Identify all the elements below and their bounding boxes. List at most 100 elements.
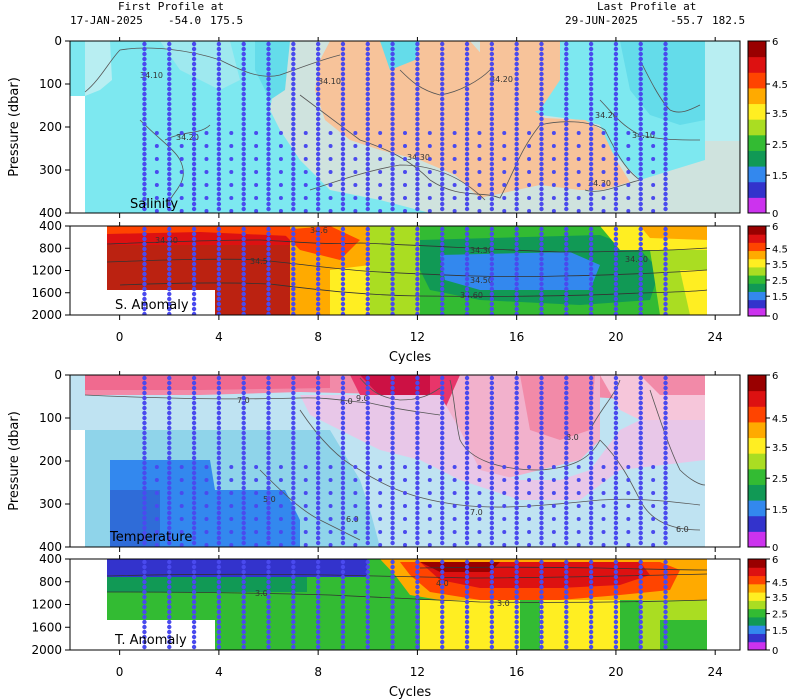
xtick-label-sa-1: 4 <box>215 330 223 344</box>
last-profile-label: Last Profile at <box>597 0 696 13</box>
profile-tem-cycle-18 <box>564 375 569 546</box>
ytick-label-tem-3: 300 <box>39 497 62 511</box>
profile-sa-cycle-15 <box>489 226 495 315</box>
sa-contour-label-5: 34.50 <box>470 276 493 285</box>
colorbar-ta-seg-8 <box>748 575 766 585</box>
colorbar-label-sa-2: 3.5 <box>772 260 788 271</box>
colorbar-sa-seg-3 <box>748 283 766 292</box>
salinity-panel: 34.10 34.20 34.20 34.30 34.30 34.10 34.1… <box>69 40 741 214</box>
profile-ta-cycle-20 <box>613 559 619 650</box>
colorbar-ta-seg-5 <box>748 600 766 610</box>
tem-contour-label-5: 6.0 <box>346 515 359 524</box>
ytick-label-sal-1: 100 <box>39 77 62 91</box>
profile-sa-cycle-6 <box>266 226 271 315</box>
profile-tem-cycle-8 <box>315 375 321 546</box>
colorbar-sa-seg-5 <box>748 266 766 276</box>
salinity-anomaly-profiles <box>142 226 668 315</box>
profile-sal-cycle-5 <box>241 41 246 212</box>
profile-sa-cycle-20 <box>613 226 619 315</box>
colorbar-sal-seg-3 <box>748 150 766 167</box>
first-profile-lat: -54.0 <box>168 14 201 27</box>
profile-sa-cycle-10 <box>365 226 370 315</box>
colorbar-sa-seg-0 <box>748 307 766 317</box>
colorbar-tem-seg-5 <box>748 453 766 470</box>
colorbar-tem-seg-7 <box>748 421 766 439</box>
colorbar-sa-seg-6 <box>748 258 766 268</box>
last-profile-lon: 182.5 <box>712 14 745 27</box>
xtick-label-sa-4: 16 <box>509 330 524 344</box>
profile-tem-cycle-12 <box>415 375 420 546</box>
colorbar-sal-seg-7 <box>748 87 766 105</box>
ytick-label-ta-4: 2000 <box>31 643 62 657</box>
xtick-label-ta-0: 0 <box>116 665 124 679</box>
xtick-label-ta-4: 16 <box>509 665 524 679</box>
colorbar-label-sal-4: 1.5 <box>772 171 788 182</box>
profile-tem-cycle-22 <box>663 375 668 546</box>
colorbar-sa-seg-9 <box>748 234 766 243</box>
colorbar-sa-seg-1 <box>748 299 766 309</box>
temperature-panel: 7.0 8.0 9.0 8.0 7.0 6.0 6.0 5.0 Temperat… <box>69 374 741 548</box>
sal-contour-label-5: 34.10 <box>318 77 341 86</box>
sal-contour-label-7: 34.20 <box>595 111 618 120</box>
colorbar-ta-seg-7 <box>748 583 766 593</box>
colorbar-ta-seg-9 <box>748 567 766 577</box>
profile-sa-cycle-12 <box>415 226 420 315</box>
sal-contour-label-0: 34.10 <box>140 71 163 80</box>
colorbar-label-ta-1: 4.5 <box>772 578 788 589</box>
temperature-profiles <box>142 375 668 547</box>
colorbar-sal-seg-9 <box>748 56 766 73</box>
sa-contour-label-3: 34.30 <box>470 246 493 255</box>
profile-sal-cycle-6 <box>266 41 271 212</box>
profile-sal-cycle-16 <box>514 41 519 212</box>
colorbar-label-sal-1: 4.5 <box>772 80 788 91</box>
temperature-ylabel: Pressure (dbar) <box>7 411 22 511</box>
profile-ta-cycle-22 <box>663 559 668 650</box>
colorbar-tem-seg-10 <box>748 375 766 392</box>
ytick-label-sa-1: 800 <box>39 241 62 255</box>
ytick-label-tem-4: 400 <box>39 540 62 554</box>
profile-ta-cycle-9 <box>340 559 346 650</box>
xtick-label-sa-0: 0 <box>116 330 124 344</box>
salinity-anomaly-panel: 34.50 34.6 34.5 34.30 34.40 34.50 34.60 … <box>69 225 741 316</box>
profile-sal-cycle-15 <box>489 41 495 212</box>
colorbar-sal-seg-5 <box>748 119 766 136</box>
xtick-label-ta-5: 20 <box>608 665 623 679</box>
profile-tem-cycle-2 <box>167 375 172 546</box>
first-profile-lon: 175.5 <box>210 14 243 27</box>
salinity-anomaly-label: S. Anomaly <box>115 298 189 313</box>
profile-sal-cycle-4 <box>216 41 222 212</box>
colorbar-tem-seg-4 <box>748 468 766 485</box>
profile-sa-cycle-5 <box>241 226 246 315</box>
colorbar-tem-seg-0 <box>748 531 766 548</box>
profile-sal-cycle-2 <box>167 41 172 212</box>
temperature-anomaly-field: 4.0 3.0 3.0 <box>70 559 740 650</box>
colorbar-ta-seg-3 <box>748 616 766 626</box>
profile-sal-cycle-14 <box>464 41 470 212</box>
xtick-label-sa-2: 8 <box>314 330 322 344</box>
colorbar-label-sa-4: 1.5 <box>772 292 788 303</box>
profile-sa-cycle-16 <box>514 226 519 315</box>
profile-sa-cycle-18 <box>564 226 569 315</box>
ytick-label-sal-4: 400 <box>39 206 62 220</box>
sal-contour-label-4: 34.30 <box>588 179 611 188</box>
sparse-dots-sal <box>154 131 656 213</box>
profile-tem-cycle-20 <box>613 375 619 546</box>
profile-ta-cycle-12 <box>415 559 420 650</box>
tem-contour-label-6: 6.0 <box>676 525 689 534</box>
colorbar-sal-seg-0 <box>748 197 766 214</box>
profile-tem-cycle-6 <box>266 375 271 546</box>
sparse-dots-tem <box>154 465 656 547</box>
colorbar-tem-seg-3 <box>748 484 766 501</box>
sa-contour-label-6: 34.60 <box>460 291 483 300</box>
profile-tem-cycle-1 <box>142 375 147 546</box>
colorbars: 64.53.52.51.5064.53.52.51.5064.53.52.51.… <box>747 37 788 657</box>
profile-ta-cycle-8 <box>315 559 321 650</box>
ytick-label-tem-0: 0 <box>54 368 62 382</box>
profile-sal-cycle-18 <box>564 41 569 212</box>
ytick-label-tem-1: 100 <box>39 411 62 425</box>
profile-sal-cycle-20 <box>613 41 619 212</box>
profile-ta-cycle-7 <box>291 559 296 650</box>
colorbar-sa-seg-4 <box>748 275 766 284</box>
tem-contour-label-3: 8.0 <box>566 433 579 442</box>
